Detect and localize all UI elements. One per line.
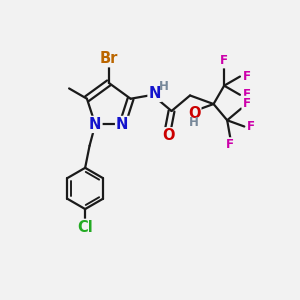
- Text: N: N: [148, 86, 161, 101]
- Text: F: F: [247, 120, 255, 133]
- Text: N: N: [89, 117, 101, 132]
- Text: F: F: [226, 138, 234, 151]
- Text: F: F: [242, 70, 250, 83]
- Text: Br: Br: [100, 51, 118, 66]
- Text: O: O: [188, 106, 200, 121]
- Text: F: F: [242, 88, 250, 101]
- Text: O: O: [162, 128, 174, 143]
- Text: F: F: [242, 97, 250, 110]
- Text: H: H: [159, 80, 169, 93]
- Text: Cl: Cl: [77, 220, 93, 235]
- Text: F: F: [220, 54, 228, 68]
- Text: H: H: [189, 116, 199, 129]
- Text: N: N: [116, 117, 128, 132]
